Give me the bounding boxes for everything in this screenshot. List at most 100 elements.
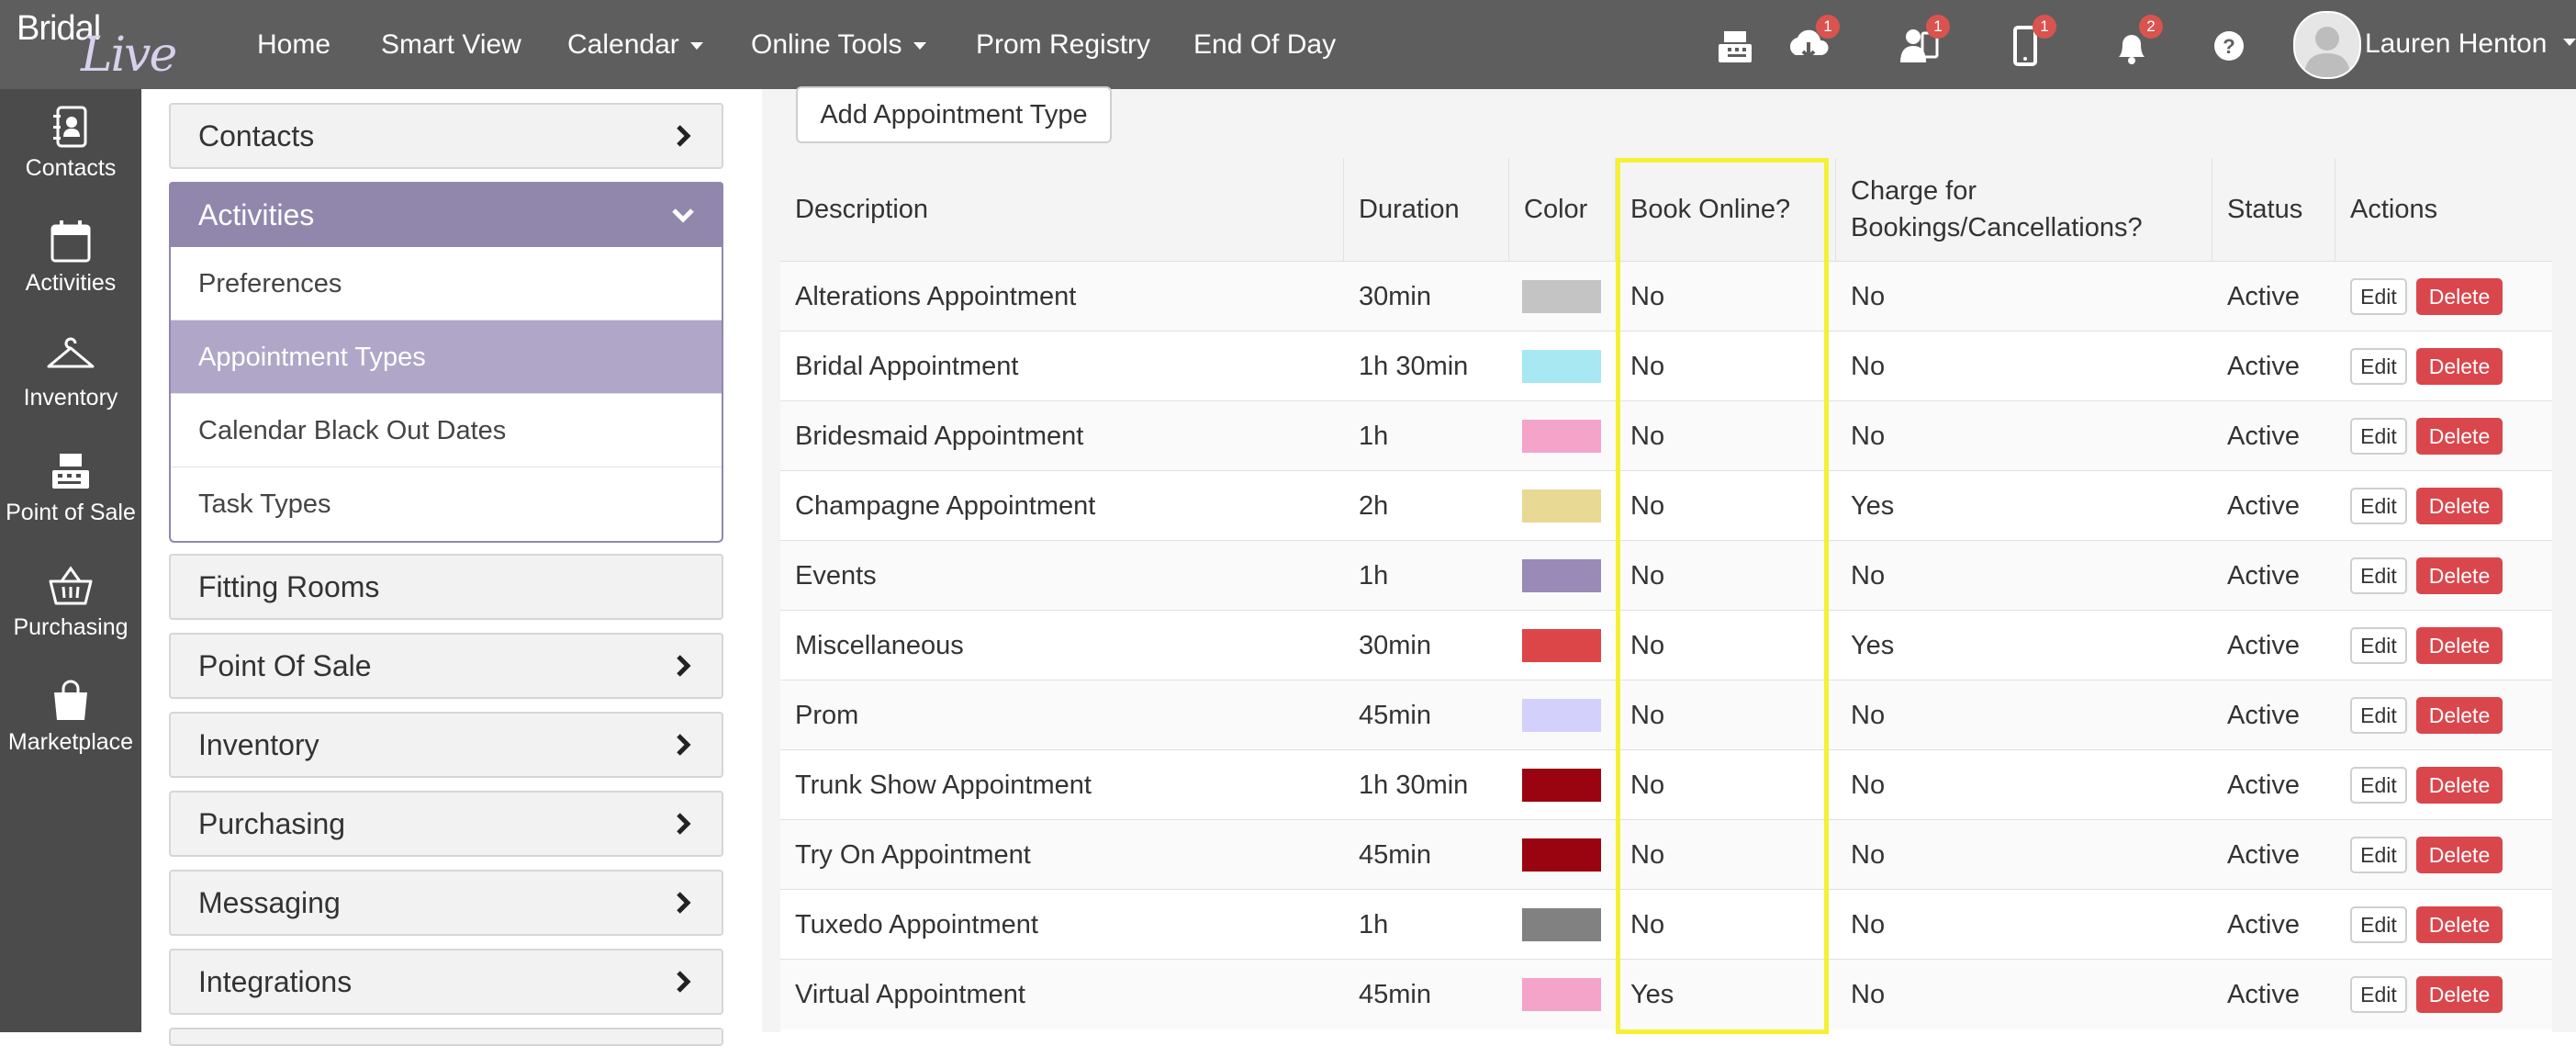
column-header-color[interactable]: Color <box>1509 158 1616 261</box>
edit-button[interactable]: Edit <box>2350 418 2407 455</box>
cell-duration: 1h 30min <box>1359 770 1469 800</box>
caret-down-icon <box>913 42 926 51</box>
menu-panel-contacts[interactable]: Contacts <box>169 103 723 169</box>
bridallive-logo[interactable]: Bridal Live <box>0 0 211 89</box>
panel-label: Purchasing <box>198 807 346 840</box>
cell-status: Active <box>2227 770 2300 800</box>
cell-description: Tuxedo Appointment <box>795 910 1038 939</box>
column-header-book-online[interactable]: Book Online? <box>1616 158 1836 261</box>
edit-button[interactable]: Edit <box>2350 488 2407 524</box>
delete-button[interactable]: Delete <box>2416 418 2503 455</box>
cell-duration: 1h <box>1359 910 1389 939</box>
rail-item-activities[interactable]: Activities <box>0 204 141 319</box>
nav-prom-registry-label: Prom Registry <box>976 29 1151 60</box>
cell-charge: No <box>1851 352 1886 381</box>
mobile-icon[interactable]: 1 <box>1999 15 2056 72</box>
nav-online-tools[interactable]: Online Tools <box>751 0 926 89</box>
edit-button[interactable]: Edit <box>2350 976 2407 1013</box>
basket-icon <box>49 566 93 605</box>
column-label: Duration <box>1359 195 1460 224</box>
delete-button[interactable]: Delete <box>2416 627 2503 664</box>
cell-description: Bridal Appointment <box>795 352 1019 381</box>
menu-panel-purchasing[interactable]: Purchasing <box>169 791 723 857</box>
edit-button[interactable]: Edit <box>2350 348 2407 385</box>
color-swatch <box>1522 280 1601 313</box>
submenu-item-calendar-black-out-dates[interactable]: Calendar Black Out Dates <box>171 394 722 467</box>
cell-charge: No <box>1851 770 1886 800</box>
edit-button[interactable]: Edit <box>2350 278 2407 315</box>
edit-button[interactable]: Edit <box>2350 767 2407 804</box>
menu-panel-inventory[interactable]: Inventory <box>169 712 723 778</box>
nav-prom-registry[interactable]: Prom Registry <box>976 0 1150 89</box>
cash-register-icon <box>52 454 89 489</box>
caret-down-icon <box>2563 39 2576 46</box>
avatar <box>2293 11 2361 79</box>
color-swatch <box>1522 629 1601 662</box>
users-alert-icon[interactable]: 1 <box>1893 15 1950 72</box>
help-icon[interactable]: ? <box>2203 20 2255 72</box>
submenu-item-appointment-types[interactable]: Appointment Types <box>171 321 722 394</box>
column-header-status[interactable]: Status <box>2212 158 2335 261</box>
rail-item-contacts[interactable]: Contacts <box>0 89 141 204</box>
register-icon[interactable] <box>1709 20 1761 72</box>
table-row: Alterations Appointment 30min No No Active Ed… <box>780 261 2552 332</box>
edit-button[interactable]: Edit <box>2350 906 2407 943</box>
submenu-item-preferences[interactable]: Preferences <box>171 247 722 321</box>
delete-button[interactable]: Delete <box>2416 488 2503 524</box>
color-swatch <box>1522 978 1601 1011</box>
rail-item-purchasing[interactable]: Purchasing <box>0 548 141 663</box>
cell-book-online: No <box>1630 631 1665 660</box>
rail-item-point-of-sale[interactable]: Point of Sale <box>0 433 141 548</box>
nav-end-of-day[interactable]: End Of Day <box>1193 0 1336 89</box>
delete-button[interactable]: Delete <box>2416 906 2503 943</box>
delete-button[interactable]: Delete <box>2416 348 2503 385</box>
table-row: Events 1h No No Active Edit Delete <box>780 540 2552 611</box>
cloud-download-icon[interactable]: 1 <box>1783 15 1840 72</box>
activities-submenu: Preferences Appointment Types Calendar B… <box>169 247 723 543</box>
rail-item-inventory[interactable]: Inventory <box>0 319 141 433</box>
color-swatch <box>1522 769 1601 802</box>
cell-duration: 45min <box>1359 980 1431 1009</box>
nav-calendar-label: Calendar <box>567 29 679 60</box>
module-rail: Contacts Activities Inventory Point of S… <box>0 89 141 1032</box>
cell-charge: No <box>1851 910 1886 939</box>
column-header-charge[interactable]: Charge for Bookings/Cancellations? <box>1836 158 2212 261</box>
edit-button[interactable]: Edit <box>2350 557 2407 594</box>
cell-charge: No <box>1851 980 1886 1009</box>
column-header-duration[interactable]: Duration <box>1344 158 1509 261</box>
nav-smart-view-label: Smart View <box>381 29 521 60</box>
menu-panel-integrations[interactable]: Integrations <box>169 949 723 1015</box>
delete-button[interactable]: Delete <box>2416 767 2503 804</box>
menu-panel-activities[interactable]: Activities <box>169 182 723 248</box>
column-header-description[interactable]: Description <box>780 158 1344 261</box>
edit-button[interactable]: Edit <box>2350 627 2407 664</box>
nav-smart-view[interactable]: Smart View <box>381 0 521 89</box>
delete-button[interactable]: Delete <box>2416 557 2503 594</box>
edit-button[interactable]: Edit <box>2350 837 2407 873</box>
bell-icon[interactable]: 2 <box>2106 15 2163 72</box>
edit-button[interactable]: Edit <box>2350 697 2407 734</box>
table-row: Bridal Appointment 1h 30min No No Active Edit… <box>780 331 2552 401</box>
cell-duration: 45min <box>1359 840 1431 870</box>
cell-charge: Yes <box>1851 631 1895 660</box>
notification-badge: 1 <box>1816 15 1840 39</box>
delete-button[interactable]: Delete <box>2416 837 2503 873</box>
submenu-item-task-types[interactable]: Task Types <box>198 489 331 519</box>
column-header-actions: Actions <box>2335 158 2552 261</box>
delete-button[interactable]: Delete <box>2416 976 2503 1013</box>
logo-script: Live <box>81 28 177 83</box>
menu-panel-more[interactable] <box>169 1028 723 1046</box>
nav-calendar[interactable]: Calendar <box>567 0 703 89</box>
color-swatch <box>1522 908 1601 941</box>
nav-home[interactable]: Home <box>257 0 330 89</box>
add-appointment-type-button[interactable]: Add Appointment Type <box>796 86 1112 143</box>
rail-item-marketplace[interactable]: Marketplace <box>0 663 141 778</box>
column-label: Description <box>795 195 929 224</box>
delete-button[interactable]: Delete <box>2416 697 2503 734</box>
menu-panel-fitting-rooms[interactable]: Fitting Rooms <box>169 554 723 620</box>
menu-panel-messaging[interactable]: Messaging <box>169 870 723 936</box>
menu-panel-point-of-sale[interactable]: Point Of Sale <box>169 633 723 699</box>
delete-button[interactable]: Delete <box>2416 278 2503 315</box>
column-label: Color <box>1524 195 1588 224</box>
cell-description: Alterations Appointment <box>795 282 1077 311</box>
